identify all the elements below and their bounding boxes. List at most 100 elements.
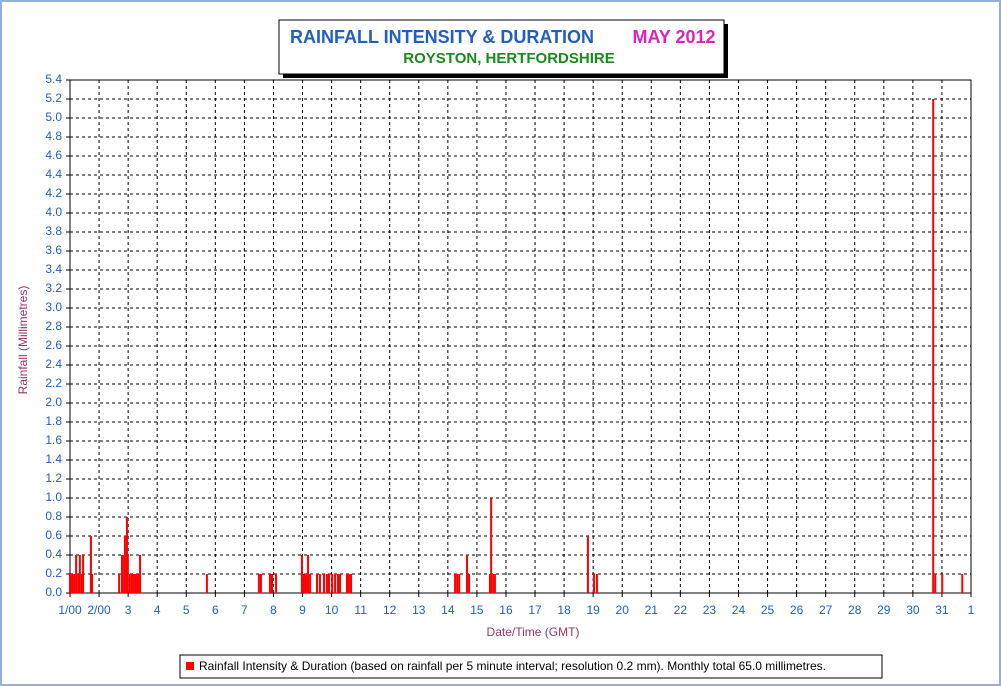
y-tick-label: 1.8	[45, 414, 62, 428]
y-tick-label: 1.6	[45, 433, 62, 447]
bar	[309, 574, 312, 593]
bar	[316, 574, 319, 593]
bar	[134, 574, 137, 593]
bar	[336, 574, 339, 593]
x-tick-label: 19	[586, 603, 600, 617]
bar	[80, 574, 83, 593]
y-tick-label: 1.0	[45, 490, 62, 504]
legend-label: Rainfall Intensity & Duration (based on …	[199, 659, 826, 673]
bar	[123, 536, 126, 593]
x-tick-label: 1/00	[58, 603, 82, 617]
x-tick-label: 16	[499, 603, 513, 617]
chart-title: RAINFALL INTENSITY & DURATION	[290, 27, 594, 47]
bar	[275, 574, 278, 593]
title-box	[278, 19, 725, 75]
x-tick-label: 23	[703, 603, 717, 617]
x-tick-label: 28	[848, 603, 862, 617]
y-tick-label: 0.4	[45, 547, 62, 561]
x-tick-label: 26	[790, 603, 804, 617]
bar	[466, 555, 469, 593]
y-tick-label: 5.2	[45, 91, 62, 105]
bar	[934, 574, 937, 593]
bar	[132, 574, 135, 593]
chart-subtitle: ROYSTON, HERTFORDSHIRE	[403, 50, 614, 67]
bar	[139, 555, 142, 593]
bar	[300, 555, 303, 593]
bar	[339, 574, 342, 593]
bar	[78, 555, 81, 593]
bar	[307, 555, 310, 593]
y-tick-label: 4.2	[45, 186, 62, 200]
y-tick-label: 5.0	[45, 110, 62, 124]
y-tick-label: 3.2	[45, 281, 62, 295]
bar	[456, 574, 459, 593]
y-tick-label: 2.8	[45, 319, 62, 333]
x-tick-label: 3	[125, 603, 132, 617]
bar	[302, 574, 305, 593]
bar	[941, 574, 944, 593]
bar	[334, 574, 337, 593]
x-tick-label: 8	[270, 603, 277, 617]
bar	[91, 574, 94, 593]
x-tick-label: 15	[470, 603, 484, 617]
y-tick-label: 2.4	[45, 357, 62, 371]
bar	[270, 574, 273, 593]
y-tick-label: 0.0	[45, 585, 62, 599]
bar	[73, 574, 76, 593]
y-tick-label: 4.0	[45, 205, 62, 219]
y-tick-label: 3.6	[45, 243, 62, 257]
x-tick-label: 13	[412, 603, 426, 617]
y-tick-label: 4.8	[45, 129, 62, 143]
x-axis-label: Date/Time (GMT)	[487, 625, 580, 639]
bar	[130, 574, 133, 593]
x-tick-label: 30	[906, 603, 920, 617]
x-tick-label: 21	[645, 603, 659, 617]
x-tick-label: 9	[299, 603, 306, 617]
y-tick-label: 2.0	[45, 395, 62, 409]
x-tick-label: 12	[383, 603, 397, 617]
y-tick-label: 1.2	[45, 471, 62, 485]
chart-title-date: MAY 2012	[632, 27, 715, 47]
bar	[490, 498, 493, 593]
y-tick-label: 2.2	[45, 376, 62, 390]
x-tick-label: 14	[441, 603, 455, 617]
bar	[128, 574, 131, 593]
x-tick-label: 25	[761, 603, 775, 617]
x-tick-label: 31	[935, 603, 949, 617]
bar	[961, 574, 964, 593]
x-tick-label: 1	[968, 603, 975, 617]
y-tick-label: 4.6	[45, 148, 62, 162]
x-tick-label: 20	[616, 603, 630, 617]
x-tick-label: 7	[241, 603, 248, 617]
bar	[126, 555, 129, 593]
bar	[205, 574, 208, 593]
x-tick-label: 6	[212, 603, 219, 617]
x-tick-label: 24	[732, 603, 746, 617]
bar	[454, 574, 457, 593]
bar	[348, 574, 351, 593]
x-tick-label: 27	[819, 603, 833, 617]
bar	[350, 574, 353, 593]
bar	[323, 574, 326, 593]
bar	[71, 574, 74, 593]
bar	[118, 574, 121, 593]
x-tick-label: 18	[557, 603, 571, 617]
bar	[89, 536, 92, 593]
x-tick-label: 4	[154, 603, 161, 617]
bar	[593, 574, 596, 593]
bar	[121, 555, 124, 593]
y-tick-label: 0.2	[45, 566, 62, 580]
x-tick-label: 11	[354, 603, 367, 617]
bar	[327, 574, 330, 593]
bar	[468, 574, 471, 593]
bar	[75, 555, 78, 593]
bar	[345, 574, 348, 593]
y-tick-label: 2.6	[45, 338, 62, 352]
x-tick-label: 2/00	[87, 603, 111, 617]
bar	[69, 574, 71, 593]
x-tick-label: 17	[528, 603, 542, 617]
legend-swatch	[186, 662, 194, 670]
bar	[77, 574, 80, 593]
